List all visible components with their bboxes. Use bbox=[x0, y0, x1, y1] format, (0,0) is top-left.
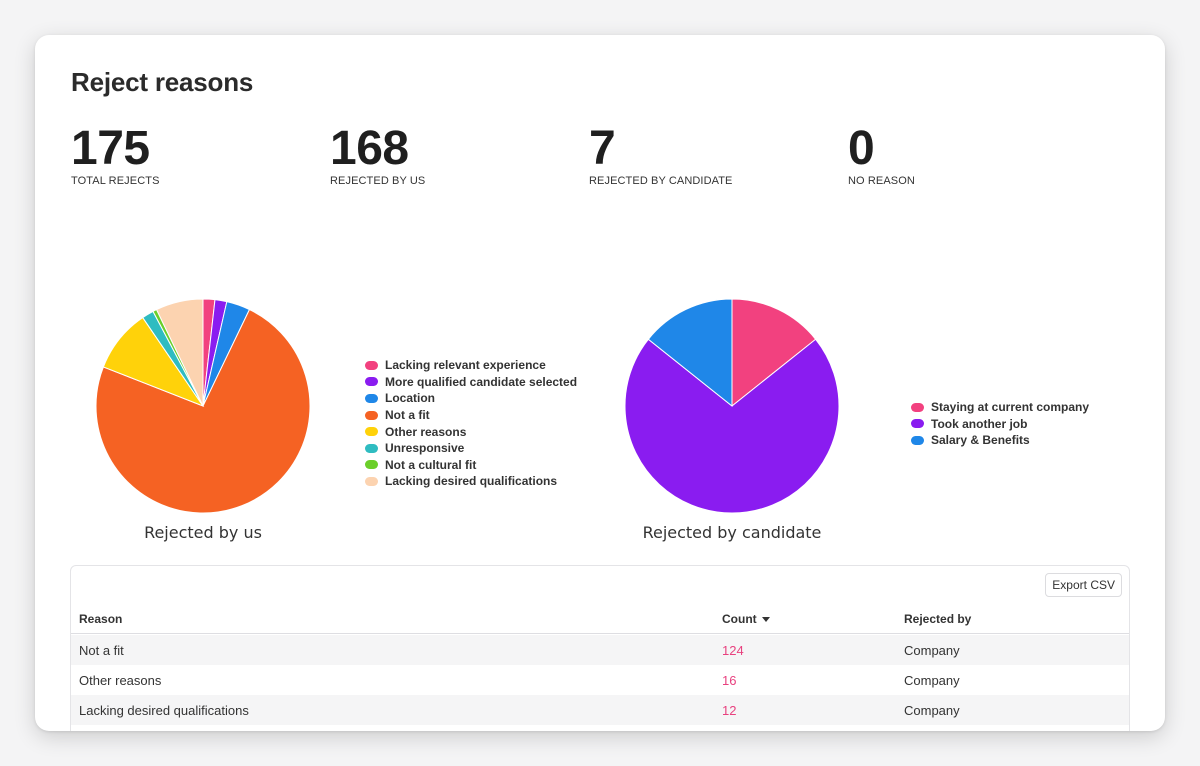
pie-caption-rejected-by-us: Rejected by us bbox=[144, 523, 262, 542]
legend-label: Unresponsive bbox=[385, 441, 465, 456]
legend-item[interactable]: More qualified candidate selected bbox=[365, 374, 577, 391]
legend-swatch bbox=[365, 460, 378, 470]
stat-rejected-by-us: 168 REJECTED BY US bbox=[330, 122, 426, 188]
legend-item[interactable]: Lacking desired qualifications bbox=[365, 473, 577, 490]
stat-value: 0 bbox=[848, 122, 875, 175]
legend-item[interactable]: Not a fit bbox=[365, 407, 577, 424]
stat-value: 168 bbox=[330, 122, 409, 175]
export-csv-button[interactable]: Export CSV bbox=[1045, 573, 1122, 597]
stat-no-reason: 0 NO REASON bbox=[848, 122, 915, 188]
legend-swatch bbox=[365, 360, 378, 370]
legend-item[interactable]: Other reasons bbox=[365, 423, 577, 440]
legend-label: Not a cultural fit bbox=[385, 457, 477, 472]
table-row: Not a fit 124 Company bbox=[71, 635, 1129, 665]
legend-swatch bbox=[911, 419, 924, 429]
column-header-label: Rejected by bbox=[904, 612, 972, 626]
table-header: Reason Count Rejected by bbox=[71, 606, 1129, 634]
cell-reason: Not a fit bbox=[79, 643, 124, 658]
legend-swatch bbox=[911, 435, 924, 445]
cell-count[interactable]: 12 bbox=[722, 703, 737, 718]
column-header-count[interactable]: Count bbox=[722, 612, 770, 626]
table-row: Other reasons 16 Company bbox=[71, 665, 1129, 695]
pie-caption-rejected-by-candidate: Rejected by candidate bbox=[642, 523, 822, 542]
legend-label: Staying at current company bbox=[931, 400, 1090, 415]
reject-reasons-panel: Reject reasons 175 TOTAL REJECTS 168 REJ… bbox=[62, 60, 1140, 595]
reasons-table: Export CSV Reason Count Rejected by Not … bbox=[70, 565, 1130, 731]
legend-swatch bbox=[365, 476, 378, 486]
pie-slice-not-a-fit[interactable] bbox=[95, 308, 311, 514]
cell-rejected-by: Company bbox=[904, 703, 960, 718]
stat-rejected-by-candidate: 7 REJECTED BY CANDIDATE bbox=[589, 122, 733, 188]
legend-label: Lacking desired qualifications bbox=[385, 474, 558, 489]
legend-swatch bbox=[365, 393, 378, 403]
legend-item[interactable]: Staying at current company bbox=[911, 399, 1089, 416]
cell-rejected-by: Company bbox=[904, 673, 960, 688]
table-row: Lacking desired qualifications 12 Compan… bbox=[71, 695, 1129, 725]
legend-label: Took another job bbox=[931, 416, 1028, 431]
column-header-reason[interactable]: Reason bbox=[79, 612, 122, 626]
legend-item[interactable]: Took another job bbox=[911, 416, 1089, 433]
stat-label: REJECTED BY US bbox=[330, 175, 426, 187]
cell-reason: Other reasons bbox=[79, 673, 162, 688]
app-window: Reject reasons 175 TOTAL REJECTS 168 REJ… bbox=[35, 35, 1165, 731]
legend-swatch bbox=[911, 402, 924, 412]
legend-item[interactable]: Lacking relevant experience bbox=[365, 357, 577, 374]
legend-rejected-by-us: Lacking relevant experience More qualifie… bbox=[365, 357, 577, 490]
legend-label: Other reasons bbox=[385, 424, 467, 439]
column-header-rejected-by[interactable]: Rejected by bbox=[904, 612, 971, 626]
legend-item[interactable]: Unresponsive bbox=[365, 440, 577, 457]
legend-label: Location bbox=[385, 391, 435, 406]
legend-item[interactable]: Not a cultural fit bbox=[365, 457, 577, 474]
pie-slice-salary-benefits[interactable] bbox=[647, 298, 733, 408]
legend-rejected-by-candidate: Staying at current company Took another j… bbox=[911, 399, 1089, 449]
legend-swatch bbox=[365, 410, 378, 420]
stat-total-rejects: 175 TOTAL REJECTS bbox=[71, 122, 160, 188]
cell-count[interactable]: 124 bbox=[722, 643, 744, 658]
legend-label: Not a fit bbox=[385, 408, 430, 423]
stat-label: TOTAL REJECTS bbox=[71, 175, 160, 187]
legend-label: More qualified candidate selected bbox=[385, 374, 578, 389]
legend-item[interactable]: Salary & Benefits bbox=[911, 432, 1089, 449]
legend-swatch bbox=[365, 443, 378, 453]
stat-value: 7 bbox=[589, 122, 616, 175]
legend-swatch bbox=[365, 427, 378, 437]
legend-item[interactable]: Location bbox=[365, 390, 577, 407]
pie-slice-lacking-desired-qualifications[interactable] bbox=[155, 298, 204, 407]
pie-chart-rejected-by-us bbox=[95, 298, 311, 514]
stat-label: REJECTED BY CANDIDATE bbox=[589, 175, 733, 187]
stat-label: NO REASON bbox=[848, 175, 915, 187]
cell-count[interactable]: 16 bbox=[722, 673, 737, 688]
pie-slice-took-another-job[interactable] bbox=[624, 338, 840, 514]
cell-rejected-by: Company bbox=[904, 643, 960, 658]
column-header-label: Reason bbox=[79, 612, 123, 626]
pie-slice-staying-at-current-company[interactable] bbox=[731, 298, 817, 408]
page-title: Reject reasons bbox=[71, 67, 254, 97]
caret-down-icon bbox=[761, 616, 770, 622]
legend-label: Salary & Benefits bbox=[931, 433, 1030, 448]
cell-reason: Lacking desired qualifications bbox=[79, 703, 249, 718]
pie-chart-rejected-by-candidate bbox=[624, 298, 840, 514]
column-header-label: Count bbox=[722, 612, 757, 626]
stat-value: 175 bbox=[71, 122, 150, 175]
legend-swatch bbox=[365, 377, 378, 387]
legend-label: Lacking relevant experience bbox=[385, 358, 546, 373]
